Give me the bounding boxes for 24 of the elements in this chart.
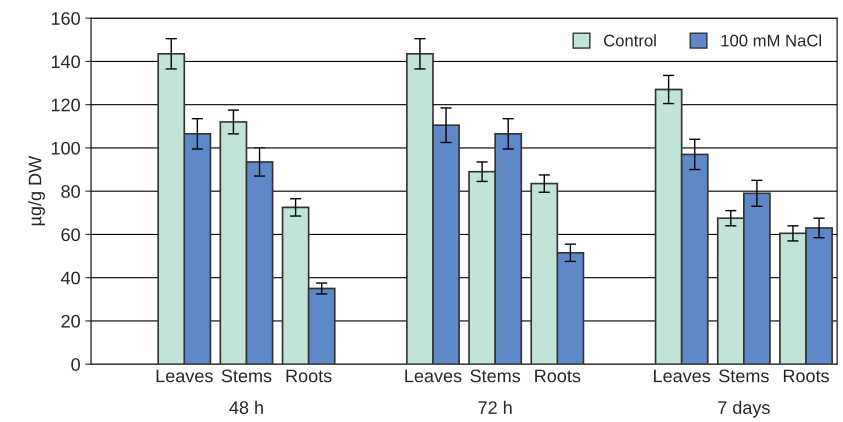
text: 7 days (718, 400, 770, 418)
x-tick-label: Stems (719, 370, 769, 382)
x-tick-label: Roots (286, 370, 332, 382)
y-tick-label: 60 (61, 228, 80, 242)
x-tick-label: Stems (222, 370, 272, 382)
y-tick-label: 160 (52, 12, 80, 25)
y-tick-label: 40 (60, 272, 80, 284)
legend-label: Control (604, 34, 656, 46)
x-tick-label: Stems (470, 370, 520, 382)
legend-label: 100 mM NaCl (721, 34, 821, 46)
x-tick-label: Leaves (654, 370, 710, 382)
x-tick-label: Leaves (405, 370, 462, 382)
x-tick-label: Roots (784, 370, 829, 382)
x-tick-label: Roots (535, 370, 580, 382)
y-axis-title: µg/g DW (28, 156, 45, 226)
y-tick-label: 100 (52, 142, 80, 155)
x-tick-label: Leaves (156, 370, 213, 382)
text: 72 h (478, 400, 512, 414)
y-tick-label: 80 (61, 185, 80, 198)
y-tick-label: 20 (61, 314, 80, 328)
text: 48 h (229, 400, 263, 414)
y-tick-label: 120 (52, 98, 80, 112)
y-tick-label: 140 (52, 55, 80, 68)
y-tick-label: 0 (71, 358, 80, 371)
